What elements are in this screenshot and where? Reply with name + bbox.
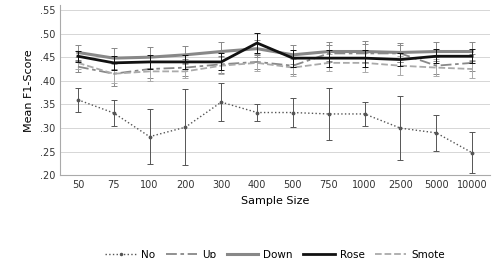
X-axis label: Sample Size: Sample Size — [241, 196, 309, 206]
Y-axis label: Mean F1-Score: Mean F1-Score — [24, 49, 34, 132]
Legend: No, Up, Down, Rose, Smote: No, Up, Down, Rose, Smote — [100, 245, 450, 258]
